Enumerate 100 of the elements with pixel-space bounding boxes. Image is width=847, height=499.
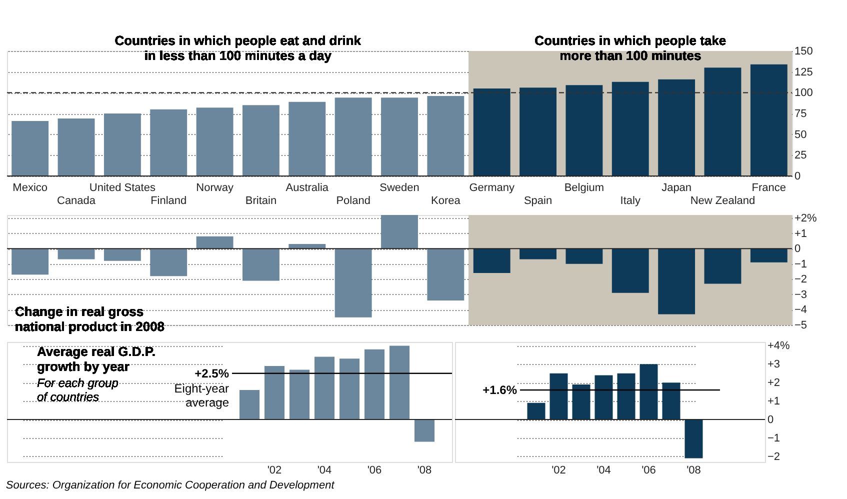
bar [750,248,788,262]
bar [150,109,188,176]
bar [572,384,590,420]
bar [473,88,510,176]
bar [240,390,260,420]
y-tick-label: −5 [794,320,808,332]
ref-line-label: +2.5% [194,366,230,380]
bar [390,346,410,420]
x-tick-label: Korea [430,195,462,207]
bar [242,105,280,176]
bar [612,248,649,293]
x-tick-label: Britain [245,195,277,207]
bar [750,64,788,176]
x-tick-label: '04 [596,464,611,476]
x-tick-label: Poland [336,195,370,207]
bar [550,373,568,420]
x-tick-label: Finland [150,195,187,207]
bar [104,248,141,261]
x-tick-label: '04 [317,464,332,476]
x-tick-label: New Zealand [690,195,756,207]
annotation: Countries in which people eat and drink in less than 100 minutes a day [114,33,362,63]
bar [150,248,188,276]
x-tick-label: Italy [620,195,641,207]
bar [520,248,556,260]
y-tick-label: +3 [768,358,780,371]
bar [12,121,49,176]
bar [658,248,696,314]
text: Change in real gross national product in 2008 [15,304,165,334]
bar [104,114,141,176]
bar [704,68,742,176]
y-tick-label: 150 [794,46,813,58]
bar [381,98,418,176]
bar [381,215,418,249]
bar [566,85,603,176]
bar [288,102,326,176]
y-tick-label: +2 [768,377,780,390]
x-tick-label: Belgium [564,182,604,194]
y-tick-label: 50 [794,128,807,141]
x-tick-label: France [752,182,786,194]
y-tick-label: 0 [794,243,801,256]
band-label: Countries in which people take more than 100 minutes [534,33,726,63]
y-tick-label: +2% [794,212,818,225]
bar [427,248,464,301]
x-tick-label: '02 [267,464,282,476]
x-tick-label: Canada [56,195,96,207]
y-tick-label: +1 [794,228,808,240]
y-tick-label: +1 [768,396,780,408]
bar [566,248,603,264]
text: For each group of countries [37,376,119,404]
bar [290,370,310,420]
ref-line-label: +1.6% [482,383,518,397]
bar [427,96,464,176]
x-tick-label: '02 [552,464,566,476]
bar [527,402,546,420]
y-tick-label: +4% [768,340,790,352]
y-tick-label: 125 [794,66,813,78]
bar [704,248,742,284]
y-tick-label: −2 [794,274,808,286]
bar [334,98,372,176]
bar [196,108,234,176]
bar [520,88,556,176]
bar [612,82,649,176]
x-tick-label: '06 [642,464,656,476]
bar [594,375,613,420]
text: Eight-year average [174,381,230,410]
source-note: Sources: Organization for Economic Cooperation and Development [6,480,336,492]
x-tick-label: Australia [286,182,330,194]
y-tick-label: 0 [794,170,801,182]
x-tick-label: Sweden [380,182,420,194]
y-tick-label: −2 [768,450,780,463]
x-tick-label: Spain [524,195,552,207]
bar [662,382,680,420]
y-tick-label: −4 [794,304,808,316]
bar [334,248,372,318]
x-tick-label: Germany [469,182,515,194]
bar [617,373,636,420]
x-tick-label: '06 [367,464,382,476]
x-tick-label: '08 [417,464,432,476]
bar [58,248,95,260]
x-tick-label: Norway [196,182,234,194]
bar [658,79,696,176]
y-tick-label: 75 [794,108,807,120]
text: Average real G.D.P. growth by year [37,344,156,374]
bar [196,236,234,249]
bar [473,248,510,274]
y-tick-label: −1 [794,258,808,270]
y-tick-label: 25 [794,150,807,162]
bar [314,356,334,420]
bar [414,420,434,442]
bar [364,349,384,420]
bar [242,248,280,281]
bar [58,118,95,176]
y-tick-label: −1 [768,432,780,444]
x-tick-label: Mexico [12,182,48,194]
bar [264,366,284,420]
bar [684,420,703,458]
x-tick-label: United States [89,182,156,194]
bar [640,364,658,420]
y-tick-label: 100 [794,87,813,100]
x-tick-label: '08 [686,464,701,476]
